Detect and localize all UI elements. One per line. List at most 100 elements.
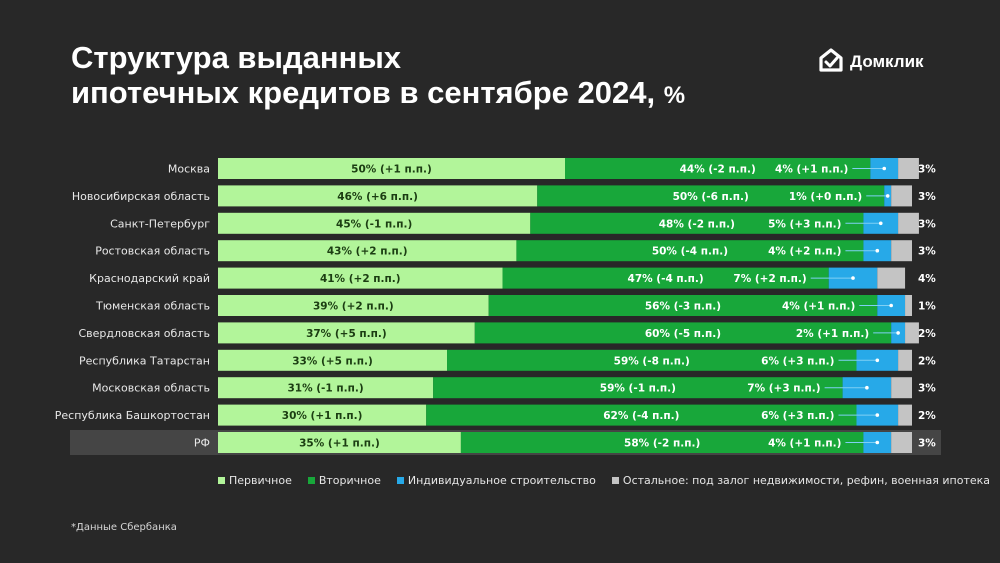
legend-label: Остальное: под залог недвижимости, рефин… [622,474,991,487]
title-unit: % [663,82,686,109]
data-label: 6% (+3 п.п.) [761,355,834,367]
data-label: 2% [918,410,936,422]
data-label: 3% [918,218,936,230]
data-label: 33% (+5 п.п.) [292,355,373,367]
leader-dot [865,385,869,390]
footnote: *Данные Сбербанка [71,522,177,533]
category-label: Краснодарский край [89,272,210,285]
data-label: 46% (+6 п.п.) [337,191,418,203]
bar-segment [877,267,906,289]
bar-segment [905,322,919,344]
legend-label: Индивидуальное строительство [407,474,596,487]
data-label: 3% [918,383,936,395]
bar-segment [218,377,434,399]
data-label: 59% (-8 п.п.) [614,355,690,367]
bar-segment [218,212,531,234]
brand-logo: Домклик [818,47,924,77]
data-label: 43% (+2 п.п.) [327,246,408,258]
data-label: 60% (-5 п.п.) [645,328,721,340]
bar-segment [426,404,857,426]
legend-swatch [218,477,225,484]
data-label: 50% (+1 п.п.) [351,164,432,176]
bar-segment [460,432,864,453]
data-label: 4% (+2 п.п.) [768,246,841,258]
bar-segment [891,240,912,262]
bar-segment [891,377,912,399]
title-line-2-text: ипотечных кредитов в сентябре 2024, [71,75,656,110]
leader-dot [889,303,893,308]
bar-segment [218,295,489,316]
data-label: 2% [918,328,936,340]
category-label: Свердловская область [78,327,210,340]
legend-item-individual: Индивидуальное строительство [396,474,596,487]
bar-segment [891,432,912,453]
bar-segment [218,267,503,289]
data-label: 2% [918,355,936,367]
data-label: 45% (-1 п.п.) [336,218,412,230]
title-line-2: ипотечных кредитов в сентябре 2024, % [71,75,771,113]
data-label: 4% (+1 п.п.) [775,164,848,176]
bar-segment [488,295,878,316]
data-label: 41% (+2 п.п.) [320,273,401,285]
legend-label: Вторичное [318,474,381,487]
bar-segment [218,432,461,453]
bar-segment [218,185,538,207]
data-label: 3% [918,246,936,258]
data-label: 4% (+1 п.п.) [768,438,841,450]
data-label: 7% (+2 п.п.) [733,273,806,285]
data-label: 31% (-1 п.п.) [287,383,363,395]
bar-segment [898,158,919,179]
category-label: Тюменская область [95,300,210,313]
leader-dot [875,413,880,417]
stacked-bar-chart: Москва 50% (+1 п.п.) 44% (-2 п.п.) 4% (+1 п… [55,158,941,455]
data-label: 3% [918,164,936,176]
category-label: Республика Татарстан [79,354,210,367]
data-label: 59% (-1 п.п.) [600,383,676,395]
data-label: 30% (+1 п.п.) [282,410,363,422]
data-label: 3% [918,191,936,203]
leader-dot [882,166,887,171]
data-label: 7% (+3 п.п.) [747,383,820,395]
leader-dot [878,221,883,226]
bar-segment [516,240,864,262]
data-label: 1% [918,301,936,313]
bar-segment [565,158,871,179]
bar-segment [218,404,427,426]
chart-legend: Первичное Вторичное Индивидуальное строи… [218,474,990,487]
title-line-1: Структура выданных [71,40,402,75]
category-label: Москва [168,163,210,176]
data-label: 56% (-3 п.п.) [645,301,721,313]
bar-segment [898,212,919,234]
brand-name: Домклик [850,52,924,71]
leader-dot [875,440,880,445]
data-label: 62% (-4 п.п.) [603,410,679,422]
legend-swatch [611,477,619,484]
bar-segment [530,212,864,234]
legend-item-other: Остальное: под залог недвижимости, рефин… [611,474,991,487]
data-label: 50% (-6 п.п.) [673,191,749,203]
data-label: 48% (-2 п.п.) [659,218,735,230]
category-label: РФ [194,437,210,450]
bar-segment [433,377,843,399]
data-label: 2% (+1 п.п.) [796,328,869,340]
data-label: 39% (+2 п.п.) [313,301,394,313]
legend-label: Первичное [229,474,292,487]
category-label: Московская область [92,382,210,395]
legend-item-primary: Первичное [218,474,292,487]
data-label: 50% (-4 п.п.) [652,246,728,258]
leader-dot [875,248,880,253]
bar-segment [537,185,885,207]
category-label: Санкт-Петербург [110,217,210,230]
bar-segment [218,240,517,262]
leader-dot [896,331,900,335]
leader-dot [885,194,890,198]
category-label: Новосибирская область [72,190,210,203]
data-label: 37% (+5 п.п.) [306,328,387,340]
data-label: 3% [918,438,936,450]
data-label: 1% (+0 п.п.) [789,191,862,203]
legend-item-secondary: Вторичное [307,474,381,487]
legend-swatch [307,477,315,484]
house-check-icon [818,47,844,77]
bar-segment [898,349,912,371]
data-label: 6% (+3 п.п.) [761,410,834,422]
